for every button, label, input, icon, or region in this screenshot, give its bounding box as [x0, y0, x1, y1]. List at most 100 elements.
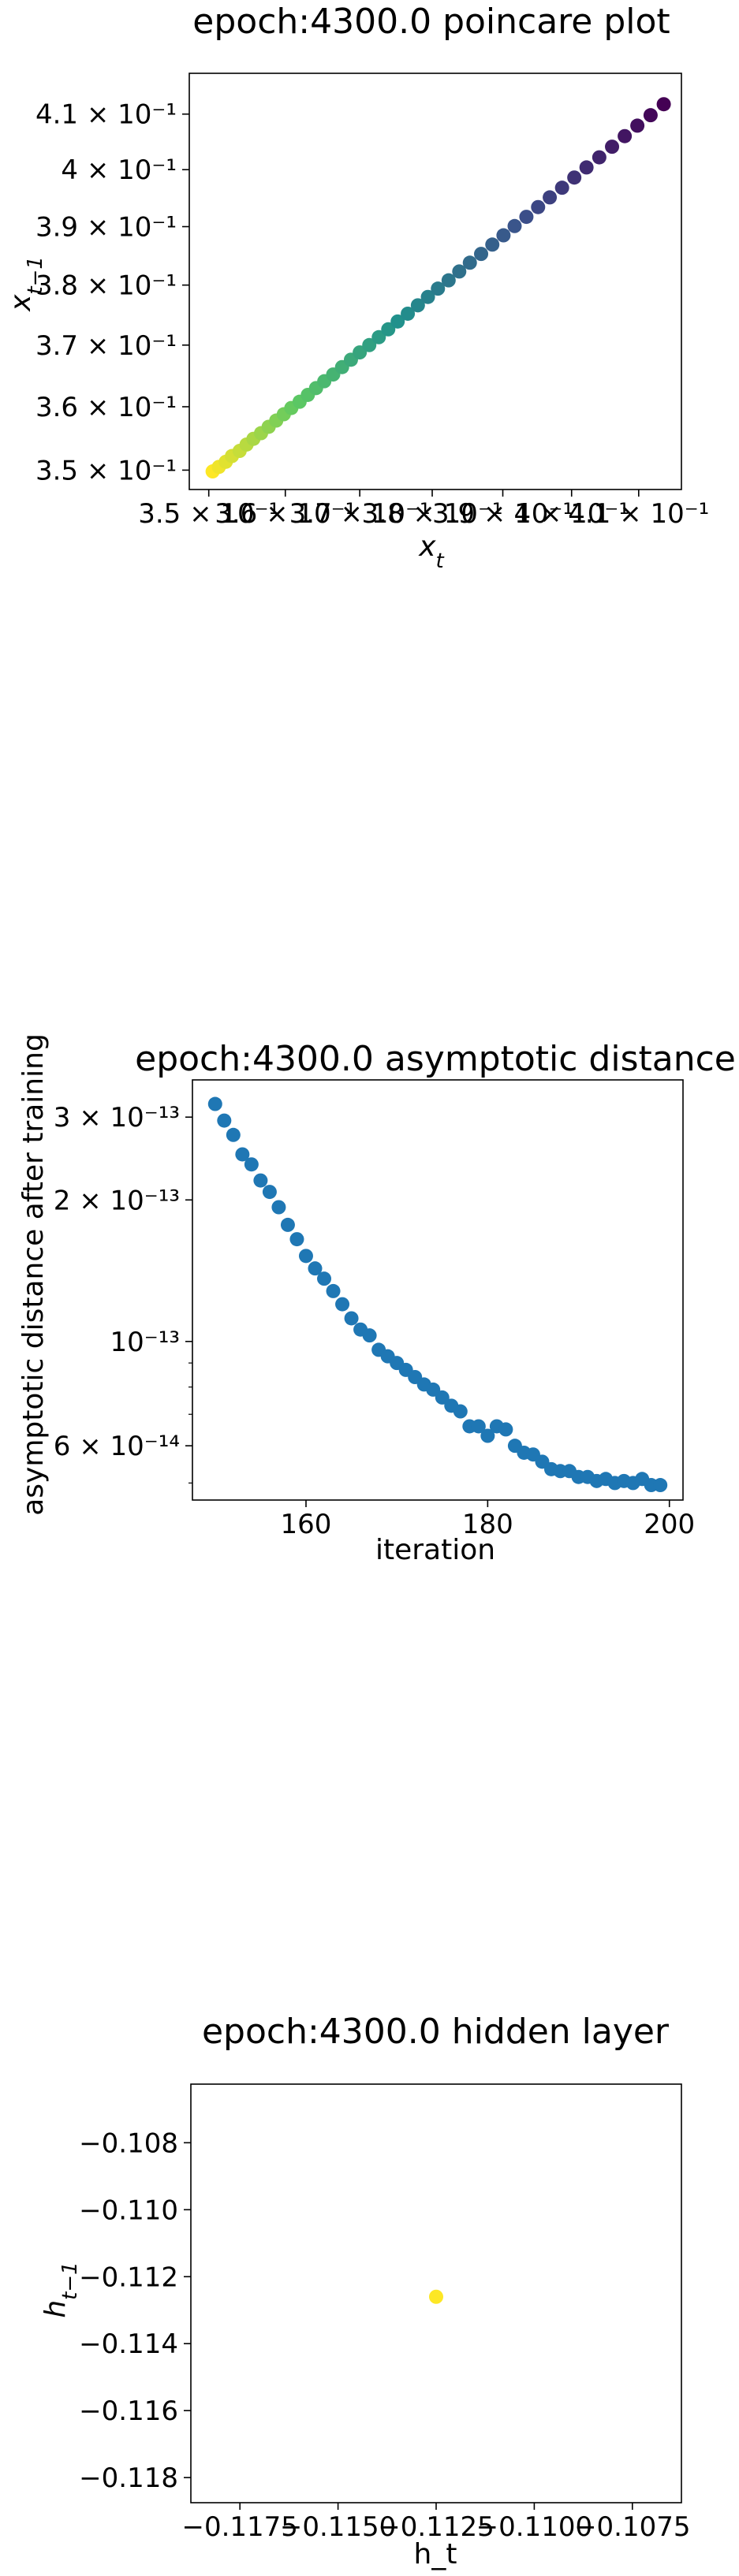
- hidden-layer-xlabel: h_t: [414, 2538, 457, 2570]
- y-tick-label: 6 × 10⁻¹⁴: [54, 1431, 180, 1462]
- poincare-plot-point: [390, 314, 405, 329]
- x-tick-label: −0.1150: [280, 2511, 396, 2543]
- asymptotic-distance-point: [480, 1428, 495, 1443]
- x-tick-label: 4 × 10⁻¹: [513, 498, 629, 530]
- poincare-plot-point: [643, 108, 658, 123]
- poincare-plot-point: [452, 264, 467, 279]
- poincare-plot-point: [362, 337, 377, 352]
- poincare-plot-point: [462, 255, 477, 270]
- x-tick-label: 3.8 × 10⁻¹: [362, 498, 503, 530]
- asymptotic-distance-point: [262, 1185, 277, 1200]
- asymptotic-distance-point: [435, 1390, 450, 1405]
- poincare-plot-point: [630, 118, 645, 133]
- y-tick-label: −0.108: [79, 2127, 178, 2159]
- y-tick-label: 10⁻¹³: [110, 1327, 180, 1358]
- poincare-plot-point: [441, 273, 456, 288]
- x-tick-label: −0.1075: [574, 2511, 690, 2543]
- x-tick-label: −0.1125: [378, 2511, 494, 2543]
- x-tick-label: 180: [462, 1509, 513, 1540]
- y-tick-label: −0.110: [79, 2194, 178, 2226]
- x-tick-label: 160: [281, 1509, 332, 1540]
- y-tick-label: 3.5 × 10⁻¹: [35, 455, 177, 486]
- asymptotic-distance-panel: epoch:4300.0 asymptotic distance iterati…: [17, 1033, 736, 1566]
- poincare-plot-panel: epoch:4300.0 poincare plot xt xt−1 3.5 ×…: [5, 2, 709, 573]
- x-tick-label: 200: [644, 1509, 695, 1540]
- y-tick-label: −0.118: [79, 2462, 178, 2494]
- y-tick-label: 2 × 10⁻¹³: [54, 1185, 180, 1216]
- asymptotic-distance-point: [335, 1297, 350, 1312]
- poincare-plot-point: [605, 140, 620, 154]
- y-tick-label: −0.112: [79, 2261, 178, 2293]
- poincare-plot-point: [381, 322, 396, 337]
- poincare-plot-frame: [188, 73, 682, 490]
- y-tick-label: 3.6 × 10⁻¹: [35, 392, 177, 423]
- hidden-layer-panel: epoch:4300.0 hidden layer h_t ht−1 −0.11…: [39, 2012, 691, 2570]
- x-tick-label: 3.5 × 10⁻¹: [138, 498, 279, 530]
- poincare-plot-point: [656, 97, 671, 112]
- asymptotic-distance-point: [326, 1283, 341, 1298]
- y-tick-label: 4.1 × 10⁻¹: [35, 99, 177, 131]
- asymptotic-distance-point: [317, 1271, 332, 1286]
- y-tick-label: 3 × 10⁻¹³: [54, 1102, 180, 1134]
- asymptotic-distance-point: [453, 1404, 468, 1419]
- asymptotic-distance-point: [298, 1249, 313, 1264]
- hidden-layer-points: [429, 2289, 443, 2304]
- y-tick-label: −0.114: [79, 2328, 178, 2360]
- y-tick-label: 3.8 × 10⁻¹: [35, 270, 177, 302]
- asymptotic-distance-point: [280, 1217, 295, 1232]
- poincare-plot-point: [420, 289, 435, 304]
- poincare-plot-point: [592, 150, 607, 165]
- poincare-plot-xlabel: xt: [418, 530, 444, 573]
- poincare-plot-point: [567, 170, 582, 185]
- y-tick-label: 3.7 × 10⁻¹: [35, 330, 177, 362]
- asymptotic-distance-point: [471, 1419, 486, 1434]
- asymptotic-distance-frame: [192, 1079, 684, 1501]
- asymptotic-distance-point: [217, 1113, 232, 1128]
- asymptotic-distance-point: [498, 1422, 513, 1437]
- asymptotic-distance-point: [253, 1173, 268, 1188]
- poincare-plot-point: [507, 218, 522, 233]
- poincare-plot-point: [543, 190, 558, 205]
- poincare-plot-point: [485, 237, 500, 252]
- poincare-plot-point: [579, 160, 594, 175]
- asymptotic-distance-point: [362, 1328, 377, 1343]
- x-tick-label: 3.9 × 10⁻¹: [432, 498, 573, 530]
- asymptotic-distance-points: [207, 1096, 668, 1493]
- x-tick-label: 3.6 × 10⁻¹: [215, 498, 356, 530]
- asymptotic-distance-xlabel: iteration: [375, 1534, 495, 1566]
- y-tick-label: 4 × 10⁻¹: [61, 154, 177, 186]
- poincare-plot-point: [401, 306, 416, 321]
- poincare-plot-point: [554, 181, 569, 195]
- asymptotic-distance-point: [289, 1232, 304, 1247]
- asymptotic-distance-point: [235, 1147, 250, 1162]
- poincare-plot-point: [474, 247, 489, 262]
- poincare-plot-point: [431, 281, 446, 296]
- asymptotic-distance-point: [244, 1157, 259, 1172]
- asymptotic-distance-point: [271, 1200, 286, 1215]
- x-tick-label: 4.1 × 10⁻¹: [568, 498, 709, 530]
- poincare-plot-title: epoch:4300.0 poincare plot: [192, 2, 670, 42]
- asymptotic-distance-title: epoch:4300.0 asymptotic distance: [135, 1039, 736, 1079]
- asymptotic-distance-point: [226, 1127, 241, 1142]
- asymptotic-distance-point: [344, 1311, 359, 1326]
- poincare-plot-ylabel: xt−1: [5, 256, 47, 312]
- asymptotic-distance-point: [653, 1478, 668, 1493]
- poincare-plot-points: [205, 97, 671, 479]
- asymptotic-distance-point: [308, 1261, 323, 1276]
- y-tick-label: −0.116: [79, 2395, 178, 2427]
- poincare-plot-point: [371, 329, 386, 344]
- hidden-layer-ylabel: ht−1: [39, 2261, 82, 2317]
- asymptotic-distance-ylabel: asymptotic distance after training: [17, 1033, 50, 1516]
- hidden-layer-title: epoch:4300.0 hidden layer: [202, 2012, 670, 2052]
- x-tick-label: −0.1100: [476, 2511, 592, 2543]
- y-tick-label: 3.9 × 10⁻¹: [35, 212, 177, 244]
- x-tick-label: −0.1175: [181, 2511, 297, 2543]
- poincare-plot-point: [410, 298, 425, 313]
- hidden-layer-point: [429, 2289, 443, 2304]
- poincare-plot-point: [496, 228, 511, 243]
- x-tick-label: 3.7 × 10⁻¹: [289, 498, 431, 530]
- poincare-plot-point: [531, 199, 546, 214]
- asymptotic-distance-point: [207, 1096, 222, 1111]
